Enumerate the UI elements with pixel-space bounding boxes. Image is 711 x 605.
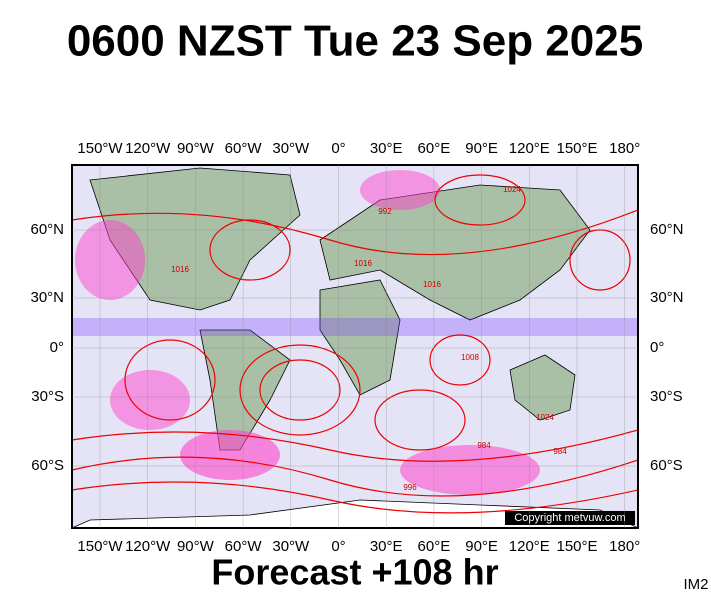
image-code: IM2 <box>683 576 708 593</box>
lon-label-bottom: 60°E <box>418 538 451 555</box>
lon-label-top: 30°W <box>272 140 310 157</box>
lon-label-top: 90°W <box>177 140 215 157</box>
isobar-label: 992 <box>378 207 392 216</box>
lon-label-bottom: 150°E <box>556 538 597 555</box>
lon-label-bottom: 30°E <box>370 538 403 555</box>
lat-label-left: 60°N <box>30 221 64 238</box>
lat-label-left: 30°N <box>30 289 64 306</box>
lon-label-top: 120°W <box>125 140 171 157</box>
lon-label-top: 90°E <box>465 140 498 157</box>
lon-label-bottom: 120°W <box>125 538 171 555</box>
isobar-label: 996 <box>403 483 417 492</box>
lon-label-top: 180° <box>609 140 640 157</box>
lon-label-bottom: 0° <box>331 538 345 555</box>
lon-label-bottom: 150°W <box>77 538 123 555</box>
lon-label-bottom: 180° <box>609 538 640 555</box>
isobar-label: 1016 <box>354 259 372 268</box>
lon-label-bottom: 120°E <box>509 538 550 555</box>
lon-label-top: 60°W <box>225 140 263 157</box>
isobar-label: 1024 <box>536 413 554 422</box>
map <box>72 165 638 528</box>
forecast-label: Forecast +108 hr <box>211 552 498 593</box>
lon-label-bottom: 90°W <box>177 538 215 555</box>
lat-label-right: 60°S <box>650 457 683 474</box>
lon-label-top: 60°E <box>418 140 451 157</box>
isobar-label: 984 <box>553 447 567 456</box>
lon-label-top: 120°E <box>509 140 550 157</box>
lon-label-bottom: 30°W <box>272 538 310 555</box>
lat-label-left: 60°S <box>31 457 64 474</box>
lat-label-right: 30°N <box>650 289 684 306</box>
lat-label-right: 60°N <box>650 221 684 238</box>
isobar-label: 1008 <box>461 353 479 362</box>
lat-label-right: 30°S <box>650 388 683 405</box>
lon-label-top: 30°E <box>370 140 403 157</box>
isobar-label: 1024 <box>503 185 521 194</box>
lon-label-top: 150°W <box>77 140 123 157</box>
map-frame <box>71 164 639 529</box>
isobar-label: 1016 <box>423 280 441 289</box>
lon-label-top: 150°E <box>556 140 597 157</box>
isobar-label: 984 <box>477 441 491 450</box>
lat-label-right: 0° <box>650 339 664 356</box>
title: 0600 NZST Tue 23 Sep 2025 <box>67 17 643 66</box>
lat-label-left: 0° <box>50 339 64 356</box>
lon-label-bottom: 60°W <box>225 538 263 555</box>
lon-label-bottom: 90°E <box>465 538 498 555</box>
lon-label-top: 0° <box>331 140 345 157</box>
copyright: Copyright metvuw.com <box>514 512 625 524</box>
copyright-box <box>505 511 635 525</box>
isobar-label: 1016 <box>171 265 189 274</box>
lat-label-left: 30°S <box>31 388 64 405</box>
